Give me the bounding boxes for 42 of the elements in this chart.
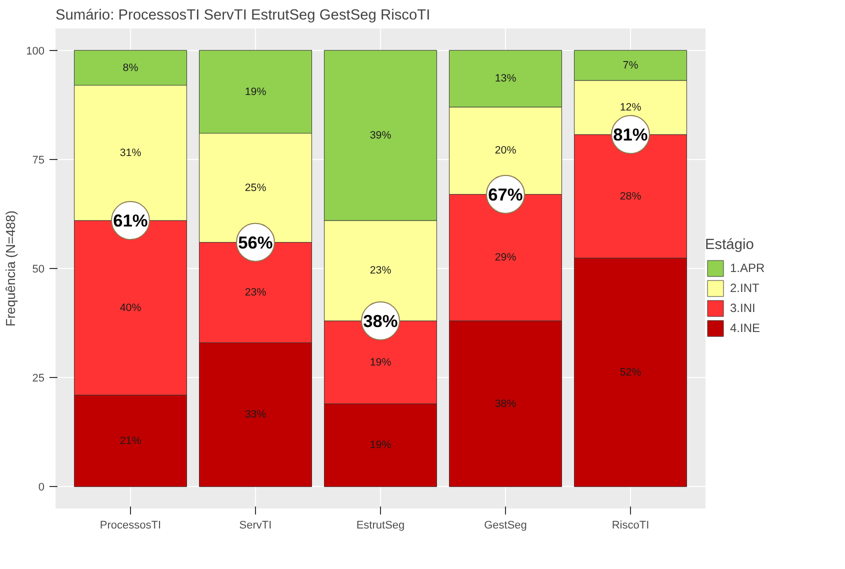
data-label: 28%: [620, 190, 642, 202]
data-label: 25%: [244, 182, 267, 194]
x-tick-label: RiscoTI: [612, 520, 650, 532]
data-label: 19%: [370, 439, 392, 452]
data-label: 29%: [494, 252, 517, 264]
y-tick-label: 75: [32, 154, 45, 166]
data-label: 12%: [620, 101, 642, 114]
chart-title: Sumário: ProcessosTI ServTI EstrutSeg GestSeg RiscoTI: [56, 8, 430, 24]
annotation: 81%: [613, 124, 648, 145]
x-tick-label: GestSeg: [484, 520, 527, 532]
legend-label: 4.INE: [730, 321, 760, 335]
annotation: 56%: [238, 232, 273, 252]
data-label: 52%: [620, 366, 642, 378]
legend-label: 3.INI: [730, 301, 756, 315]
annotation: 38%: [363, 310, 398, 331]
annotation: 61%: [113, 210, 148, 230]
legend-label: 2.INT: [730, 281, 760, 295]
x-tick-label: EstrutSeg: [356, 520, 405, 532]
legend-title: Estágio: [705, 237, 755, 253]
annotation: 67%: [488, 184, 523, 204]
data-label: 20%: [494, 144, 517, 157]
data-label: 7%: [622, 59, 639, 72]
y-tick-label: 100: [26, 45, 45, 58]
data-label: 39%: [370, 129, 392, 142]
data-label: 8%: [122, 62, 139, 74]
data-label: 13%: [494, 72, 517, 85]
y-tick-label: 25: [32, 372, 45, 385]
data-label: 38%: [494, 398, 517, 410]
data-label: 19%: [244, 86, 267, 98]
legend-label: 1.APR: [730, 261, 765, 275]
data-label: 19%: [370, 356, 392, 368]
data-label: 23%: [244, 286, 267, 298]
x-tick-label: ServTI: [239, 520, 272, 532]
y-axis-title: Frequência (N=488): [3, 210, 18, 326]
data-label: 23%: [370, 264, 392, 277]
data-label: 21%: [120, 434, 142, 447]
y-tick-label: 0: [38, 482, 45, 494]
x-tick-label: ProcessosTI: [100, 520, 162, 532]
y-tick-label: 50: [32, 264, 45, 276]
data-label: 40%: [120, 302, 142, 314]
data-label: 31%: [120, 146, 142, 159]
data-label: 33%: [244, 408, 267, 421]
